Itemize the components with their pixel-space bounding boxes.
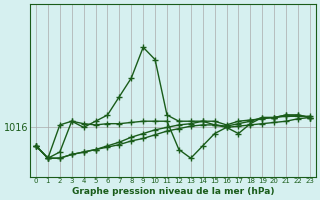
X-axis label: Graphe pression niveau de la mer (hPa): Graphe pression niveau de la mer (hPa) <box>72 187 274 196</box>
